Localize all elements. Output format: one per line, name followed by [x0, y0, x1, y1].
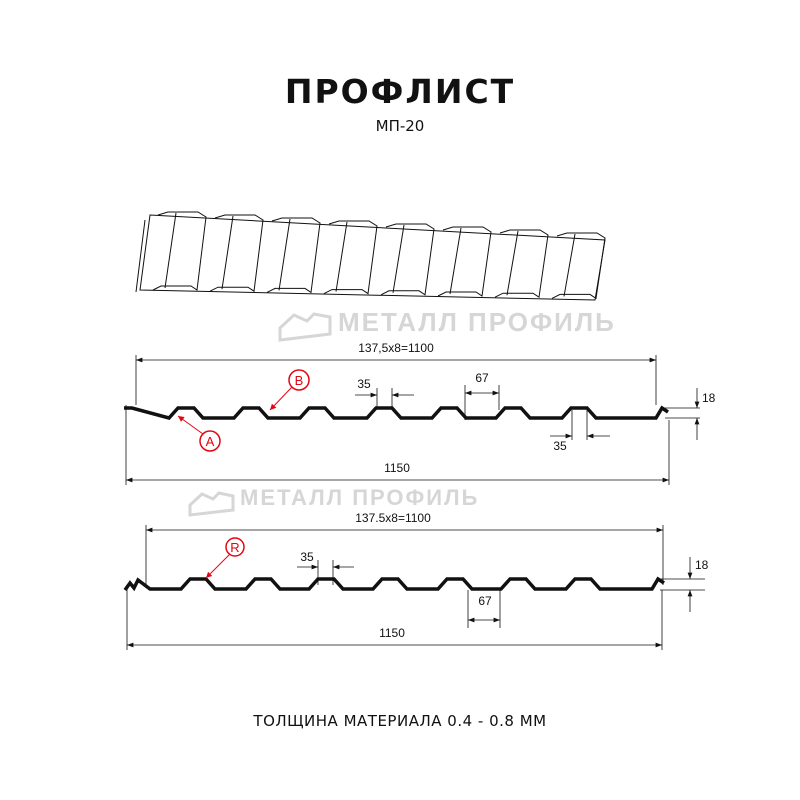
pitch-dimension: 137.5x8=1100	[355, 511, 431, 525]
svg-text:МЕТАЛЛ ПРОФИЛЬ: МЕТАЛЛ ПРОФИЛЬ	[338, 307, 616, 337]
watermark-2: МЕТАЛЛ ПРОФИЛЬ	[188, 485, 479, 517]
top-dimension: 35	[357, 377, 371, 391]
gap-dimension: 67	[478, 594, 492, 608]
sheet-3d-view	[135, 211, 606, 301]
width-dimension: 1150	[384, 461, 410, 475]
svg-text:R: R	[230, 540, 239, 555]
pitch-dimension: 137,5x8=1100	[358, 341, 434, 355]
top-dimension: 35	[300, 550, 314, 564]
model-subtitle: МП-20	[375, 117, 425, 135]
material-thickness-note: ТОЛЩИНА МАТЕРИАЛА 0.4 - 0.8 ММ	[253, 712, 547, 730]
svg-text:B: B	[295, 373, 304, 388]
height-dimension: 18	[702, 391, 716, 405]
marker-a: A	[177, 415, 221, 452]
width-dimension: 1150	[379, 626, 405, 640]
profile-1: 137,5x8=1100 1150 35 67 35 18 B A	[124, 341, 716, 485]
height-dimension: 18	[695, 558, 709, 572]
page-title: ПРОФЛИСТ	[284, 72, 516, 111]
gap-dimension: 67	[475, 371, 489, 385]
marker-b: B	[269, 369, 310, 411]
marker-r: R	[205, 537, 245, 579]
svg-text:A: A	[206, 434, 215, 449]
watermark-1: МЕТАЛЛ ПРОФИЛЬ	[278, 307, 616, 342]
svg-text:МЕТАЛЛ ПРОФИЛЬ: МЕТАЛЛ ПРОФИЛЬ	[240, 485, 479, 510]
bottom-dimension: 35	[553, 439, 567, 453]
profile-2: 137.5x8=1100 1150 35 67 18 R	[123, 511, 709, 650]
